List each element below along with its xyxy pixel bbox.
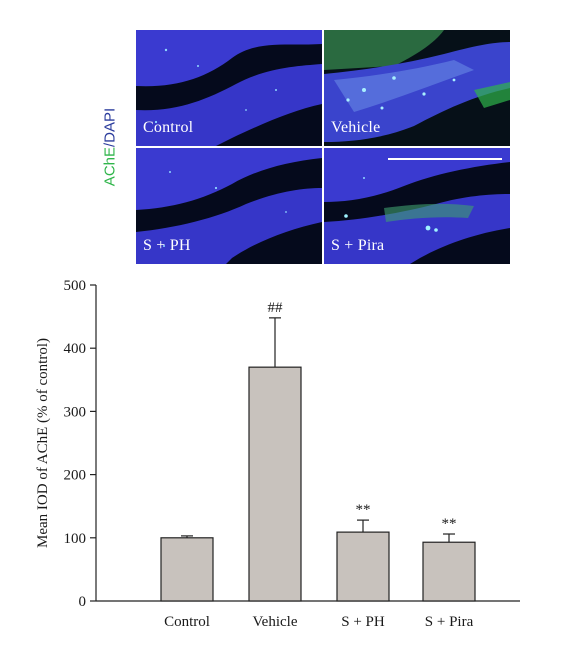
micrograph-s-ph-image — [136, 148, 322, 264]
bar — [160, 537, 214, 602]
panel-label-vehicle: Vehicle — [331, 119, 381, 136]
y-tick-label: 0 — [79, 594, 87, 610]
significance-label: ** — [442, 516, 457, 532]
x-tick-label: S + PH — [341, 614, 385, 630]
stain-label-separator: / — [101, 142, 119, 147]
micrograph-grid: Control Vehicle S + PH — [136, 30, 510, 264]
y-tick-label: 400 — [64, 341, 87, 357]
micrograph-control: Control — [136, 30, 322, 146]
y-tick-label: 200 — [64, 468, 87, 484]
y-tick-label: 500 — [64, 278, 87, 294]
bar-chart: 0 100 200 300 400 500 Mean IOD of AChE (% of c… — [35, 278, 520, 630]
micrograph-s-pira: S + Pira — [324, 148, 510, 264]
micrograph-s-pira-image — [324, 148, 510, 264]
bar — [422, 541, 476, 602]
scale-bar — [388, 158, 502, 160]
significance-label: ## — [268, 300, 284, 316]
y-axis-label: Mean IOD of AChE (% of control) — [35, 338, 51, 548]
panel-label-s-ph: S + PH — [143, 237, 191, 254]
micrograph-control-image — [136, 30, 322, 146]
stain-label-ache: AChE — [101, 147, 119, 187]
x-tick-label: S + Pira — [425, 614, 474, 630]
bar — [248, 366, 302, 602]
y-tick-label: 100 — [64, 531, 87, 547]
micrograph-s-ph: S + PH — [136, 148, 322, 264]
micrograph-vehicle-image — [324, 30, 510, 146]
x-tick-label: Control — [164, 614, 210, 630]
panel-label-s-pira: S + Pira — [331, 237, 385, 254]
bar — [336, 531, 390, 602]
panel-label-control: Control — [143, 119, 194, 136]
significance-label: ** — [356, 502, 371, 518]
y-tick-label: 300 — [64, 404, 87, 420]
stain-label: AChE/DAPI — [102, 108, 119, 186]
x-tick-label: Vehicle — [253, 614, 298, 630]
micrograph-vehicle: Vehicle — [324, 30, 510, 146]
stain-label-dapi: DAPI — [101, 107, 119, 143]
